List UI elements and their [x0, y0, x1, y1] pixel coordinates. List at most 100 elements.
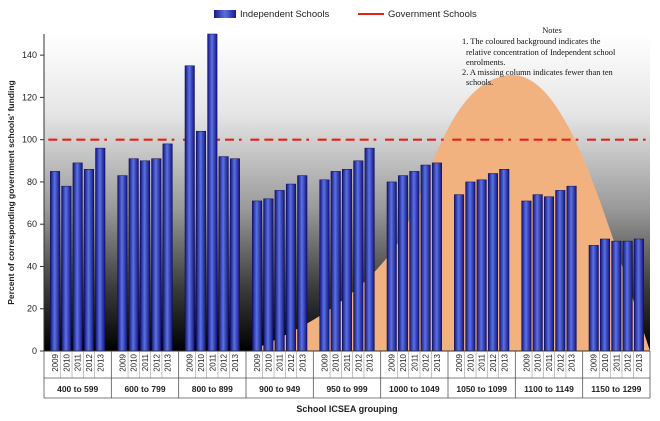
x-tick-label-year: 2013 [164, 353, 173, 371]
x-tick-label-year: 2013 [433, 353, 442, 371]
notes-line: enrolments. [466, 57, 506, 67]
x-tick-label-year: 2011 [276, 353, 285, 371]
x-tick-label-year: 2013 [500, 353, 509, 371]
x-tick-label-year: 2012 [152, 353, 161, 371]
y-tick-label: 120 [22, 92, 37, 102]
y-axis-label: Percent of corresponding government scho… [6, 80, 16, 304]
notes-line: 2. A missing column indicates fewer than… [462, 68, 613, 77]
x-tick-label-year: 2009 [186, 353, 195, 371]
bar [487, 173, 498, 352]
bar [364, 147, 375, 352]
bar [263, 198, 274, 352]
x-tick-label-year: 2011 [410, 353, 419, 371]
bar [72, 162, 83, 352]
x-tick-label-group: 1000 to 1049 [389, 384, 440, 394]
legend-label-government: Government Schools [388, 8, 477, 20]
x-tick-label-year: 2010 [601, 353, 610, 371]
legend-label-independent: Independent Schools [240, 8, 330, 20]
x-tick-label-year: 2012 [85, 353, 94, 371]
bar [207, 33, 218, 352]
x-tick-label-year: 2011 [74, 353, 83, 371]
concentration-area [44, 74, 650, 352]
x-tick-label-group: 600 to 799 [124, 384, 165, 394]
y-tick-label: 80 [27, 177, 37, 187]
bar [297, 175, 308, 352]
bar [431, 162, 442, 352]
x-tick-label-year: 2009 [590, 353, 599, 371]
notes-line: relative concentration of Independent sc… [466, 47, 616, 57]
x-tick-label-year: 2010 [534, 353, 543, 371]
x-tick-label-year: 2012 [354, 353, 363, 371]
x-tick-label-year: 2011 [612, 353, 621, 371]
bar [521, 200, 532, 352]
x-tick-label-year: 2010 [399, 353, 408, 371]
bar [611, 240, 622, 352]
x-tick-label-year: 2009 [388, 353, 397, 371]
x-tick-label-year: 2009 [522, 353, 531, 371]
x-axis-label: School ICSEA grouping [296, 404, 397, 414]
bar [544, 196, 554, 352]
legend-swatch-independent [214, 10, 236, 18]
bar [50, 171, 61, 352]
x-tick-label-year: 2009 [455, 353, 464, 371]
bar [600, 238, 611, 352]
x-tick-label-year: 2010 [264, 353, 273, 371]
legend-item-government: Government Schools [358, 8, 477, 20]
bar [128, 158, 139, 352]
bar [454, 194, 465, 352]
bar [162, 143, 173, 352]
x-tick-label-year: 2011 [478, 353, 487, 371]
x-tick-label-group: 1150 to 1299 [591, 384, 641, 394]
bar [61, 185, 72, 352]
bar [633, 238, 644, 352]
bar [229, 158, 240, 352]
bar [274, 190, 285, 352]
bar [476, 179, 487, 352]
bar [252, 200, 263, 352]
bar [330, 171, 341, 352]
x-tick-label-year: 2009 [118, 353, 127, 371]
x-tick-label-year: 2013 [568, 353, 577, 371]
x-tick-label-year: 2012 [422, 353, 431, 371]
x-tick-label-year: 2009 [51, 353, 60, 371]
x-tick-label-year: 2010 [466, 353, 475, 371]
y-tick-label: 140 [22, 50, 37, 60]
bar [140, 160, 150, 352]
x-tick-label-year: 2011 [343, 353, 352, 371]
bar [566, 185, 577, 352]
x-tick-label-year: 2010 [332, 353, 341, 371]
bar [151, 158, 162, 352]
y-tick-label: 20 [27, 304, 37, 314]
legend-swatch-government [358, 13, 384, 15]
x-tick-label-year: 2013 [635, 353, 644, 371]
x-tick-label-year: 2011 [545, 353, 554, 371]
bar [532, 194, 543, 352]
x-tick-label-year: 2012 [489, 353, 498, 371]
bar [555, 190, 566, 352]
bar [196, 130, 207, 352]
bar [622, 240, 633, 352]
y-tick-label: 40 [27, 261, 37, 271]
x-tick-label-year: 2009 [320, 353, 329, 371]
bar [184, 65, 195, 352]
x-tick-label-group: 900 to 949 [259, 384, 300, 394]
x-tick-label-year: 2012 [287, 353, 296, 371]
bar [398, 175, 409, 352]
x-tick-label-year: 2011 [141, 353, 150, 371]
bar [285, 183, 296, 352]
bar [319, 179, 330, 352]
x-tick-label-year: 2012 [220, 353, 229, 371]
x-tick-label-year: 2009 [253, 353, 262, 371]
x-tick-label-year: 2012 [556, 353, 565, 371]
bar [83, 169, 94, 352]
chart-axes: 0 20 40 60 80 100 120 140 Percent of correspondi… [6, 34, 651, 414]
x-tick-label-group: 1050 to 1099 [456, 384, 507, 394]
x-tick-label-year: 2013 [366, 353, 375, 371]
x-tick-label-year: 2010 [197, 353, 206, 371]
x-tick-label-group: 400 to 599 [57, 384, 98, 394]
bar [342, 169, 352, 352]
y-tick-label: 0 [32, 346, 37, 356]
legend: Independent Schools Government Schools [0, 6, 660, 22]
notes-title: Notes [542, 26, 562, 35]
